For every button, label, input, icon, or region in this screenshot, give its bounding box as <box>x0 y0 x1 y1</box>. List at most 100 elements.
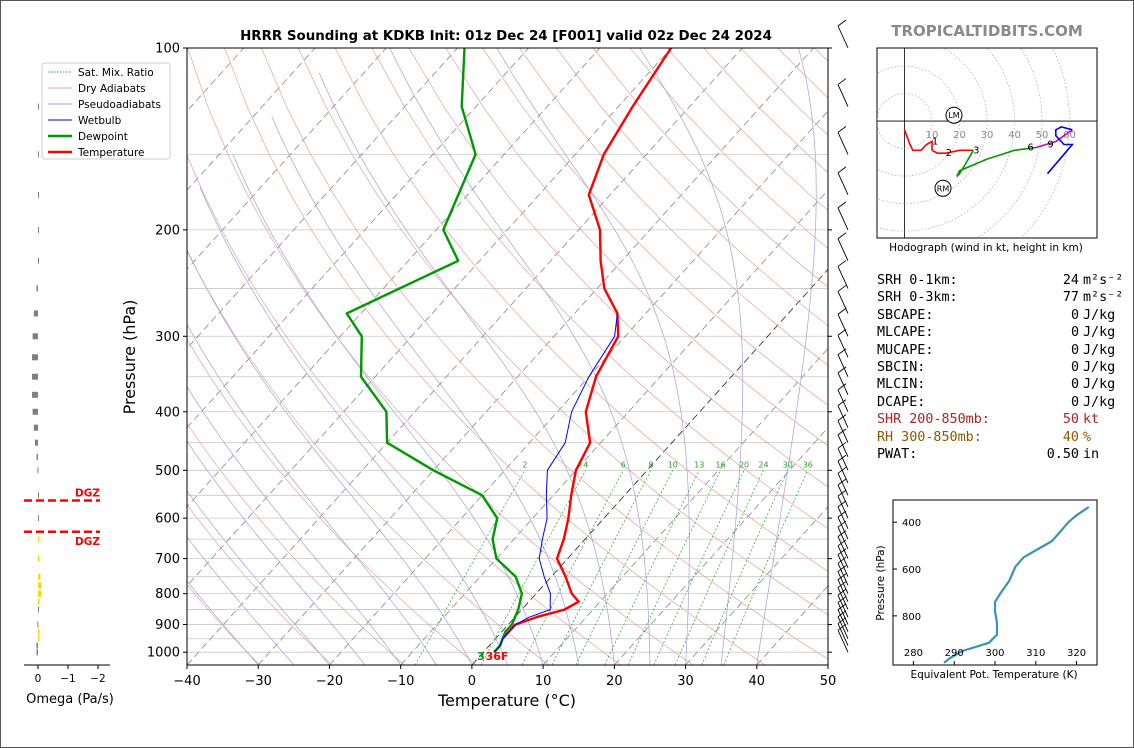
dry-adiabat <box>187 48 694 665</box>
legend-label: Dry Adiabats <box>78 83 146 95</box>
moist-adiabat <box>232 154 544 665</box>
dry-adiabat <box>482 48 828 406</box>
mixing-ratio-line <box>521 470 624 665</box>
wind-barb-shaft <box>837 506 849 530</box>
theta-e-x-tick-label: 310 <box>1026 648 1045 659</box>
omega-bar <box>38 515 39 522</box>
wind-barb-shaft <box>837 563 849 586</box>
wind-barb-flag <box>837 596 847 603</box>
mixing-ratio-line <box>701 470 789 665</box>
index-label: MLCIN: <box>877 377 926 393</box>
index-unit: J/kg <box>1083 307 1116 323</box>
index-unit: J/kg <box>1083 359 1116 375</box>
isotherm-line <box>329 110 828 665</box>
omega-bar <box>37 621 39 628</box>
x-tick-label: −30 <box>245 674 272 689</box>
hodograph-ring-label: 60 <box>1063 130 1076 141</box>
wind-barb-shaft <box>837 526 849 550</box>
omega-bar <box>38 590 41 597</box>
wind-barb-shaft <box>837 389 849 412</box>
index-value: 0 <box>1070 325 1079 341</box>
moist-adiabat <box>187 490 330 665</box>
mixing-ratio-label: 10 <box>668 460 678 469</box>
index-unit: m²s⁻² <box>1083 290 1124 306</box>
wind-barb-flag <box>837 414 847 422</box>
skewt-axes-frame <box>186 47 829 666</box>
x-tick-label: 0 <box>468 674 476 689</box>
wind-barb-shaft <box>837 594 849 618</box>
moist-adiabat <box>187 385 401 665</box>
theta-e-panel: 280 290 300 310 320 400 600 800 Equivalent Pot.… <box>875 499 1098 681</box>
omega-bar <box>37 467 39 474</box>
skewt-x-label: Temperature (°C) <box>437 691 576 710</box>
index-label: SBCIN: <box>877 359 926 375</box>
hodograph-segment <box>1036 129 1073 149</box>
wind-barb-shaft <box>837 372 849 396</box>
wind-barb-shaft <box>837 448 849 471</box>
moist-adiabat <box>199 187 508 665</box>
isotherm-line <box>614 426 828 665</box>
mixing-ratio-line <box>627 470 721 665</box>
omega-ticks: 0 −1 −2 <box>35 665 106 685</box>
wind-barb-shaft <box>837 571 849 594</box>
mixing-ratio-line <box>551 470 652 665</box>
theta-e-x-label: Equivalent Pot. Temperature (K) <box>910 669 1077 681</box>
mixing-ratio-line <box>604 470 700 665</box>
omega-bar <box>38 635 40 642</box>
dry-adiabat <box>371 48 828 530</box>
hodograph-ring-label: 30 <box>981 130 994 141</box>
omega-panel: DGZ DGZ 0 −1 −2 Omega (Pa/s) <box>24 103 114 707</box>
hodograph-segment <box>956 146 1037 178</box>
dry-adiabat <box>334 48 828 572</box>
theta-e-y-tick-label: 800 <box>902 612 921 623</box>
legend-label: Dewpoint <box>78 131 128 143</box>
mixing-ratio-label: 6 <box>621 460 626 469</box>
moist-adiabat <box>496 48 690 665</box>
omega-bar <box>36 453 38 460</box>
isotherm-line <box>685 506 828 665</box>
omega-bar <box>38 598 40 605</box>
hodograph-ring <box>976 48 1043 238</box>
storm-motion-label: RM <box>937 184 950 193</box>
skewt-x-ticks: −40 −30 −20 −10 0 10 20 30 40 50 <box>173 665 836 689</box>
hodograph-height-label: 2 <box>946 148 952 159</box>
dry-adiabat <box>187 338 477 665</box>
mixing-ratio-label: 13 <box>694 460 704 469</box>
mixing-ratio-line <box>723 470 809 665</box>
wind-barb-shaft <box>837 354 849 377</box>
omega-bar <box>32 391 38 398</box>
index-value: 0 <box>1070 377 1079 393</box>
index-label: RH 300-850mb: <box>877 429 982 445</box>
hodograph-ring <box>1020 48 1070 238</box>
x-tick-label: 50 <box>820 674 837 689</box>
omega-bar <box>38 536 39 543</box>
hodograph-panel: 10 20 30 40 50 60 12 3 6 9 LM RM Hodograph (wind i… <box>876 47 1098 254</box>
index-unit: J/kg <box>1083 394 1116 410</box>
omega-bar <box>38 257 39 264</box>
mixing-ratio-label: 2 <box>522 460 527 469</box>
moist-adiabat <box>389 48 651 665</box>
dry-adiabat <box>187 154 622 665</box>
moist-adiabat <box>187 580 259 665</box>
hodograph-height-label: 9 <box>1047 139 1053 150</box>
wind-barb-flag <box>837 232 847 240</box>
storm-motion-label: LM <box>948 111 959 120</box>
omega-x-label: Omega (Pa/s) <box>26 692 114 707</box>
index-value: 0 <box>1070 307 1079 323</box>
dry-adiabat <box>187 584 261 665</box>
dgz-label: DGZ <box>75 488 100 500</box>
wind-barb-shaft <box>837 473 849 496</box>
legend-label: Pseudoadiabats <box>78 99 161 111</box>
wind-barb-flag <box>837 581 847 588</box>
x-tick-label: 30 <box>677 674 694 689</box>
omega-bar <box>32 408 38 415</box>
wind-barb-flag <box>837 383 847 391</box>
index-value: 0.50 <box>1046 446 1079 462</box>
isotherm-line <box>187 48 743 665</box>
mixing-ratio-line <box>575 470 674 665</box>
theta-e-y-tick-label: 600 <box>902 565 921 576</box>
y-tick-label: 500 <box>155 464 180 479</box>
theta-e-x-tick-label: 320 <box>1067 648 1086 659</box>
mixing-ratio-label: 16 <box>716 460 726 469</box>
dry-adiabat <box>297 48 828 616</box>
